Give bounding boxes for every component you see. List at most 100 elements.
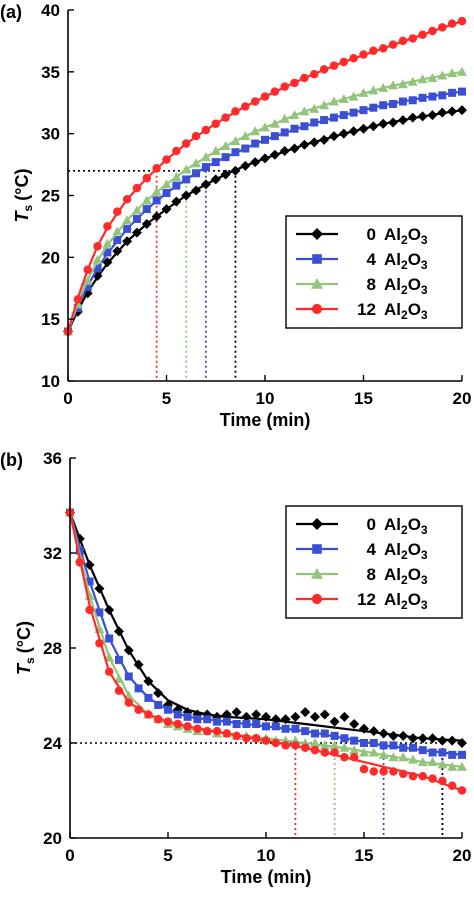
point-4-16 bbox=[221, 153, 230, 162]
chem-sub-2: 2 bbox=[401, 548, 408, 562]
chem-al: Al bbox=[384, 275, 401, 294]
y-tick-label-24: 24 bbox=[43, 734, 62, 753]
point-8-23 bbox=[289, 110, 300, 120]
point-12-32 bbox=[379, 767, 388, 776]
point-8-11 bbox=[171, 171, 182, 181]
point-8-25 bbox=[309, 103, 320, 113]
point-12-33 bbox=[389, 767, 398, 776]
point-8-40 bbox=[457, 761, 467, 771]
point-12-12 bbox=[183, 722, 192, 731]
point-4-38 bbox=[438, 91, 447, 100]
point-4-32 bbox=[379, 741, 388, 750]
point-12-3 bbox=[93, 241, 102, 251]
point-12-15 bbox=[211, 119, 220, 129]
point-4-24 bbox=[301, 727, 310, 736]
point-4-36 bbox=[418, 746, 427, 755]
point-0-22 bbox=[280, 714, 291, 725]
point-4-16 bbox=[222, 717, 231, 726]
point-12-29 bbox=[349, 753, 359, 762]
point-8-26 bbox=[319, 100, 330, 110]
point-12-35 bbox=[408, 34, 417, 43]
chem-sub-2: 2 bbox=[401, 308, 408, 322]
x-tick-label-10: 10 bbox=[257, 846, 276, 865]
point-0-10 bbox=[161, 204, 172, 215]
chem-sub-3: 3 bbox=[421, 283, 428, 297]
chem-o: O bbox=[408, 225, 421, 244]
point-0-8 bbox=[141, 218, 152, 229]
point-8-15 bbox=[210, 145, 221, 155]
point-4-11 bbox=[172, 181, 181, 190]
point-8-36 bbox=[417, 74, 428, 84]
point-12-18 bbox=[242, 734, 251, 743]
point-8-35 bbox=[407, 76, 418, 86]
point-12-5 bbox=[114, 686, 124, 695]
y-tick-label-10: 10 bbox=[41, 372, 60, 391]
point-0-17 bbox=[231, 707, 242, 718]
point-0-22 bbox=[279, 145, 290, 156]
point-12-24 bbox=[300, 743, 310, 752]
point-4-20 bbox=[261, 135, 269, 144]
chem-sub-3: 3 bbox=[421, 308, 428, 322]
point-12-16 bbox=[221, 113, 230, 122]
point-12-4 bbox=[103, 222, 112, 231]
point-8-25 bbox=[310, 738, 320, 747]
point-0-33 bbox=[388, 730, 399, 741]
point-0-34 bbox=[397, 115, 408, 126]
chem-al: Al bbox=[384, 250, 401, 269]
point-0-36 bbox=[417, 111, 428, 122]
legend-marker-4 bbox=[312, 544, 322, 554]
point-8-22 bbox=[279, 113, 290, 123]
point-4-33 bbox=[389, 99, 398, 108]
x-tick-label-5: 5 bbox=[163, 846, 172, 865]
point-12-6 bbox=[122, 194, 132, 204]
point-8-38 bbox=[437, 70, 448, 80]
point-4-19 bbox=[252, 720, 261, 728]
chem-sub-2: 2 bbox=[401, 523, 408, 537]
point-0-31 bbox=[368, 726, 379, 737]
point-4-27 bbox=[329, 113, 338, 122]
point-0-12 bbox=[181, 190, 192, 201]
series-markers-12 bbox=[63, 16, 467, 336]
point-8-3 bbox=[92, 254, 103, 264]
point-4-7 bbox=[132, 214, 141, 223]
point-12-3 bbox=[95, 639, 104, 648]
legend-number-8: 8 bbox=[367, 565, 376, 584]
point-0-7 bbox=[131, 227, 142, 238]
point-12-37 bbox=[428, 774, 437, 783]
point-12-17 bbox=[232, 731, 241, 741]
legend-number-4: 4 bbox=[367, 540, 377, 559]
point-8-26 bbox=[319, 740, 330, 750]
point-4-40 bbox=[458, 750, 466, 759]
legend-item-8: 8 Al2O3 bbox=[296, 275, 428, 297]
point-0-21 bbox=[269, 149, 280, 160]
point-12-21 bbox=[271, 738, 281, 748]
legend-number-0: 0 bbox=[367, 225, 376, 244]
point-4-4 bbox=[103, 248, 112, 257]
point-8-34 bbox=[398, 752, 409, 762]
point-4-17 bbox=[232, 720, 241, 728]
point-12-6 bbox=[124, 698, 134, 707]
point-8-32 bbox=[378, 82, 389, 92]
point-4-37 bbox=[428, 92, 437, 101]
point-0-23 bbox=[289, 143, 300, 154]
point-4-39 bbox=[448, 88, 457, 97]
chem-sub-2: 2 bbox=[401, 573, 408, 587]
y-tick-label-30: 30 bbox=[41, 125, 60, 144]
legend-item-4: 4 Al2O3 bbox=[296, 540, 428, 562]
point-4-29 bbox=[349, 108, 358, 117]
point-8-10 bbox=[161, 179, 172, 189]
chem-o: O bbox=[408, 515, 421, 534]
point-4-24 bbox=[300, 122, 309, 131]
point-4-38 bbox=[438, 748, 447, 757]
point-12-36 bbox=[418, 30, 427, 39]
y-tick-label-28: 28 bbox=[43, 639, 62, 658]
point-4-39 bbox=[448, 750, 457, 759]
point-0-29 bbox=[349, 719, 360, 729]
point-4-35 bbox=[409, 743, 417, 752]
point-8-24 bbox=[299, 106, 310, 116]
point-8-33 bbox=[388, 80, 399, 90]
point-0-32 bbox=[378, 118, 389, 129]
point-0-11 bbox=[171, 196, 182, 207]
legend-item-0: 0 Al2O3 bbox=[296, 515, 428, 537]
